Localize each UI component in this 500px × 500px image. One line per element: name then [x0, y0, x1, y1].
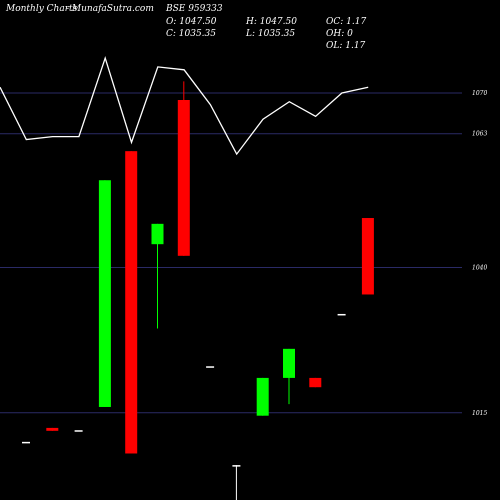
y-tick-label: 1070 — [472, 90, 487, 97]
candle — [283, 348, 295, 405]
candle-body — [337, 313, 346, 316]
candle-body — [177, 100, 190, 256]
y-tick-label: 1040 — [472, 264, 487, 271]
candle — [206, 366, 215, 368]
candle-body — [151, 223, 164, 245]
candle-body — [98, 180, 111, 407]
oh-value: OH: 0 — [326, 29, 353, 39]
low-value: L: 1035.35 — [245, 29, 295, 39]
candle — [177, 81, 190, 256]
candle-body — [46, 427, 59, 431]
candle-body — [283, 348, 295, 378]
grid-lines: 1070 1063 1040 1015 — [0, 90, 487, 417]
candles — [22, 81, 374, 500]
candle-body — [125, 151, 138, 454]
candle — [22, 441, 30, 444]
candle — [46, 427, 59, 431]
y-tick-label: 1063 — [472, 131, 487, 138]
candle — [74, 430, 83, 432]
candle — [151, 223, 164, 329]
candle-body — [309, 377, 322, 388]
candle-body — [74, 430, 83, 432]
chart-title: Monthly Charts — [5, 4, 78, 14]
candle-body — [361, 218, 374, 295]
y-tick-label: 1015 — [472, 410, 487, 417]
open-value: O: 1047.50 — [166, 17, 217, 27]
candle — [98, 180, 111, 407]
candle-body — [206, 366, 215, 368]
candle-body — [22, 441, 30, 444]
candle — [361, 218, 374, 295]
oc-value: OC: 1.17 — [326, 17, 366, 27]
candle — [309, 377, 322, 388]
candle — [337, 313, 346, 316]
candle-body — [256, 377, 269, 416]
symbol-label: BSE 959333 — [165, 4, 223, 14]
candle — [256, 377, 269, 416]
candle — [125, 151, 138, 454]
price-line — [0, 55, 369, 156]
ol-value: OL: 1.17 — [326, 41, 366, 51]
high-value: H: 1047.50 — [245, 17, 297, 27]
site-name: - MunafaSutra.com — [66, 4, 154, 14]
candle-body — [232, 465, 241, 467]
price-line-path — [0, 55, 369, 156]
close-value: C: 1035.35 — [166, 29, 216, 39]
candle — [232, 465, 241, 500]
